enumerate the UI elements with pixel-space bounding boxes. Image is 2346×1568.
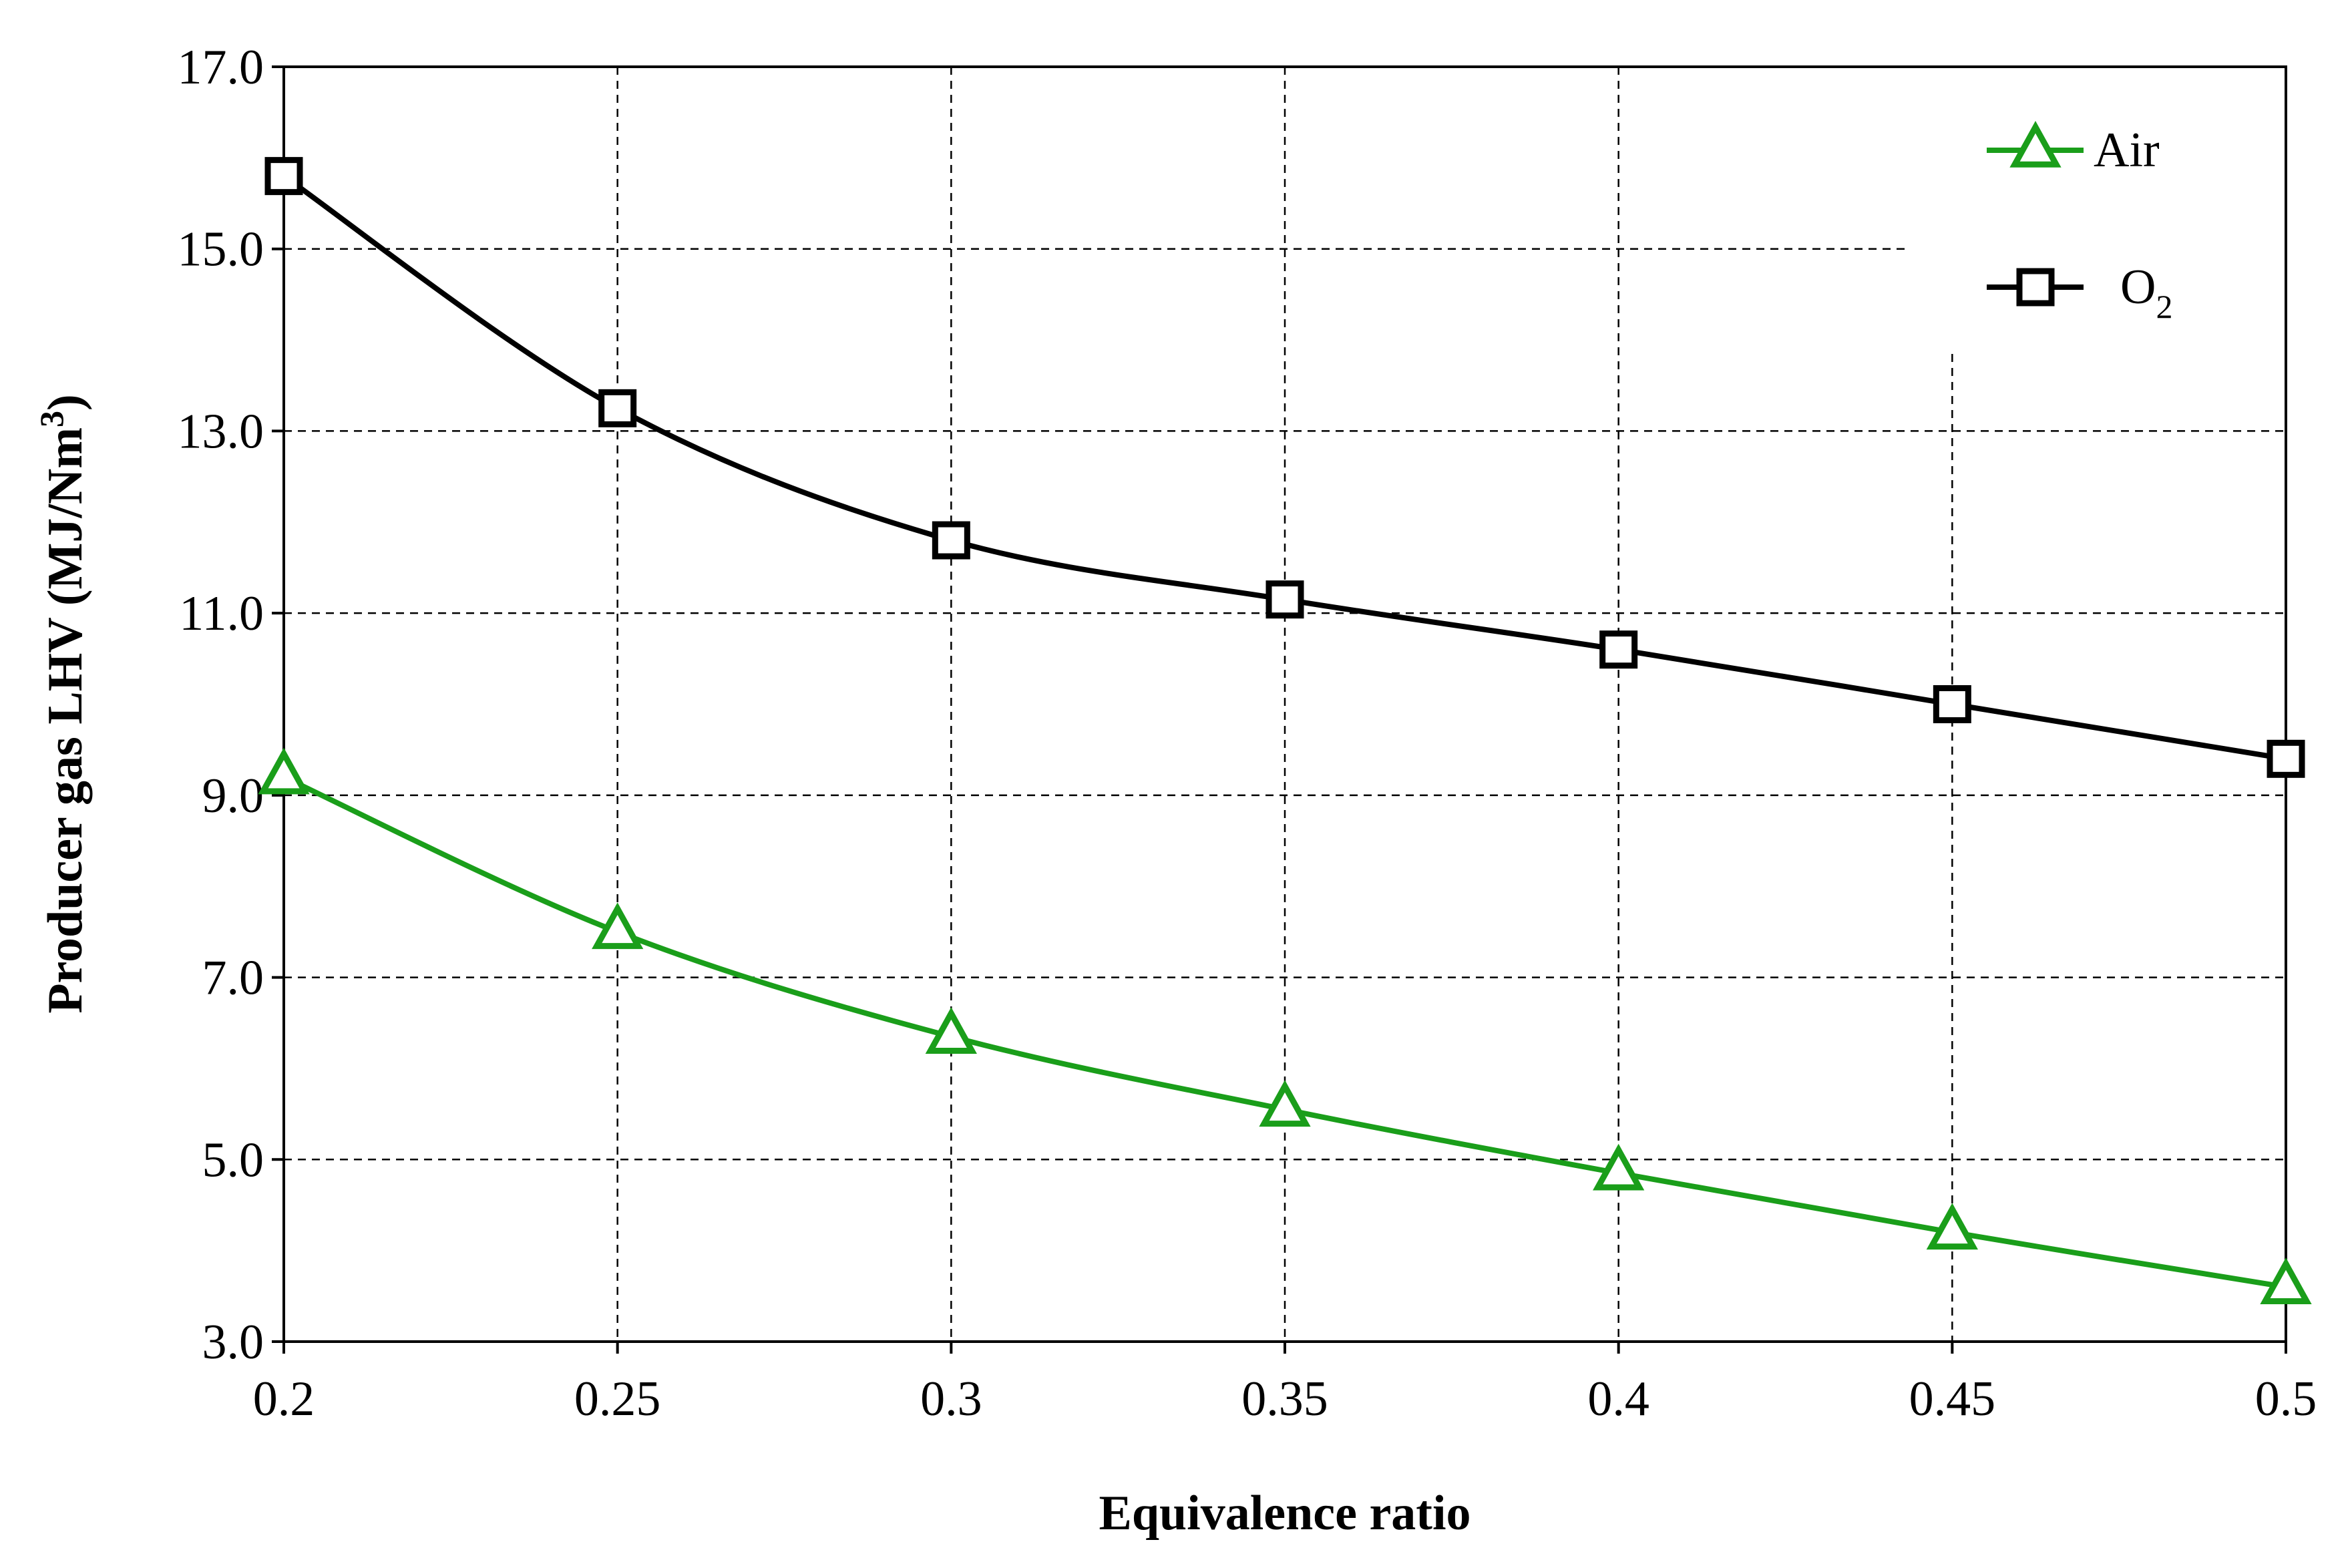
legend: Air O2: [1987, 120, 2172, 325]
y-tick-label: 13.0: [178, 404, 264, 459]
series-o2-point: [598, 389, 637, 427]
series-o2-point: [264, 157, 303, 196]
series-o2-point: [932, 521, 970, 560]
series-air-point: [1593, 1143, 1645, 1191]
y-tick-label: 9.0: [202, 769, 264, 823]
series-air-point: [925, 1007, 977, 1054]
y-tick-label: 3.0: [202, 1315, 264, 1370]
series-air-point: [1259, 1080, 1311, 1127]
legend-entry-air: Air: [1987, 120, 2160, 178]
y-tick-label: 7.0: [202, 951, 264, 1006]
legend-entry-o2: O2: [1987, 260, 2172, 325]
legend-label-o2: O2: [2120, 260, 2172, 325]
ticks: 3.0 5.0 7.0 9.0 11.0 13.0 15.0 17.0 0.2 0.25 0.3 0.…: [178, 40, 2317, 1426]
y-tick-label: 15.0: [178, 222, 264, 277]
series-o2-point: [1599, 630, 1638, 669]
y-axis-title-close: ): [38, 394, 93, 411]
legend-label-air: Air: [2094, 123, 2160, 178]
x-tick-label: 0.2: [253, 1372, 315, 1426]
series-layer: [258, 157, 2312, 1304]
y-axis-title: Producer gas LHV (MJ/Nm3): [33, 394, 93, 1013]
y-tick-label: 5.0: [202, 1133, 264, 1187]
series-o2-point: [1265, 580, 1304, 619]
series-o2-point: [2267, 739, 2305, 778]
series-air-point: [1926, 1203, 1978, 1250]
series-o2-point: [1933, 685, 1971, 723]
y-axis-title-main: Producer gas LHV (MJ/Nm: [38, 427, 93, 1014]
legend-label-main: Air: [2094, 123, 2160, 178]
series-air: [258, 747, 2312, 1304]
x-tick-label: 0.3: [920, 1372, 982, 1426]
x-tick-label: 0.4: [1587, 1372, 1649, 1426]
x-tick-label: 0.5: [2255, 1372, 2317, 1426]
legend-swatch-marker: [2009, 120, 2062, 168]
series-o2: [264, 157, 2305, 778]
x-tick-label: 0.25: [574, 1372, 661, 1426]
x-tick-label: 0.35: [1241, 1372, 1328, 1426]
y-axis-title-sup: 3: [33, 411, 70, 427]
y-tick-label: 17.0: [178, 40, 264, 95]
x-tick-label: 0.45: [1909, 1372, 1996, 1426]
series-air-point: [592, 902, 644, 950]
x-axis-title: Equivalence ratio: [1099, 1486, 1471, 1541]
y-tick-label: 11.0: [179, 586, 264, 641]
series-air-point: [258, 747, 310, 795]
legend-label-subscript: 2: [2156, 288, 2172, 325]
legend-label-main: O: [2120, 260, 2156, 315]
legend-swatch-marker: [2016, 268, 2055, 307]
series-air-point: [2260, 1257, 2312, 1304]
